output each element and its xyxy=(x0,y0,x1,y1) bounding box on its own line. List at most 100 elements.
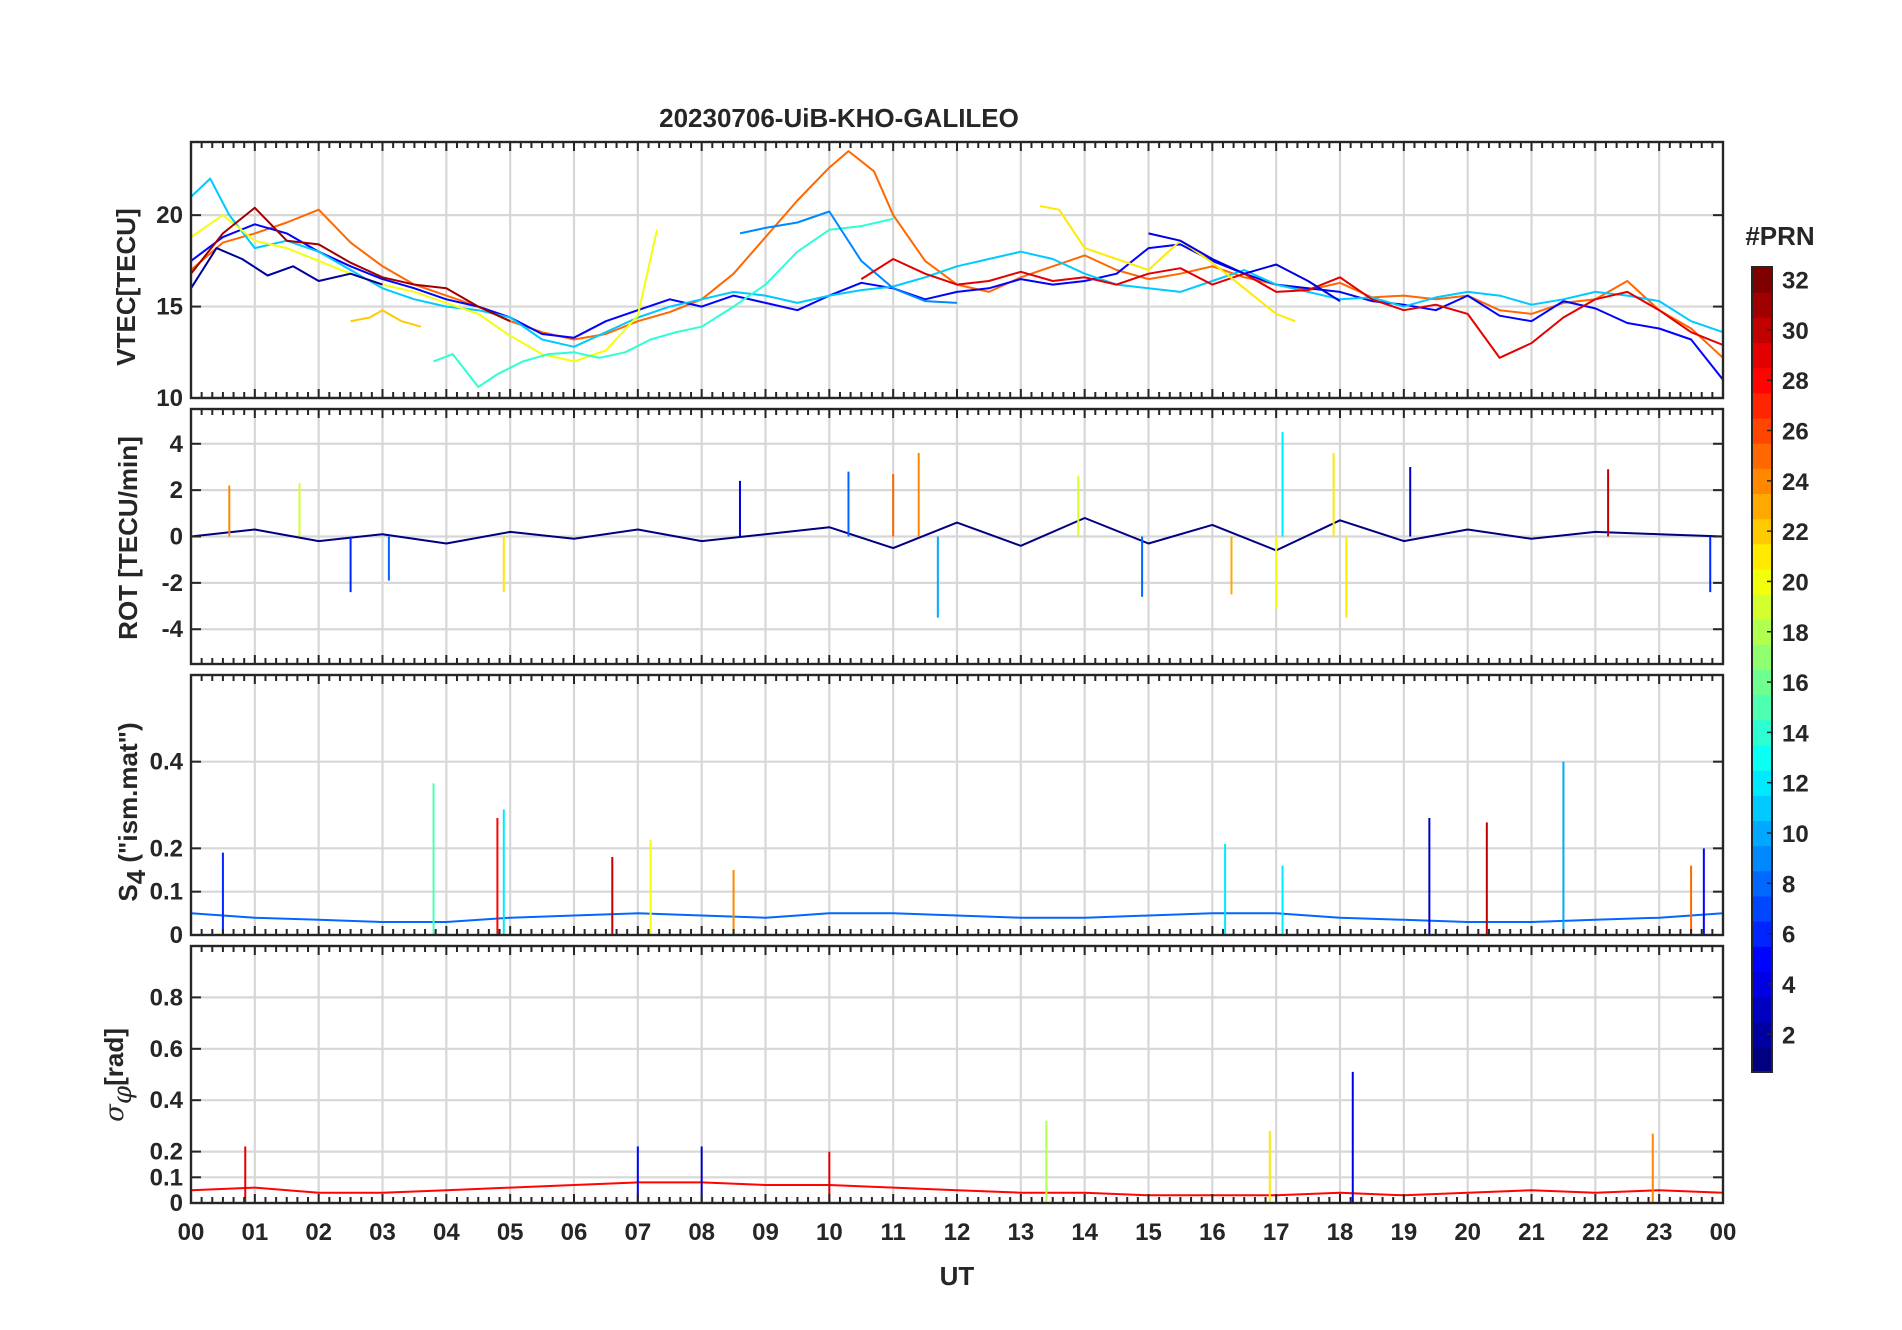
s4-ylabel-sub: 4 xyxy=(121,869,151,884)
y-tick-label: 0 xyxy=(170,922,183,949)
colorbar-segment-prn-32 xyxy=(1752,267,1772,293)
colorbar-segment-prn-14 xyxy=(1752,719,1772,746)
colorbar-tick-label: 10 xyxy=(1782,821,1809,848)
colorbar-segment-prn-15 xyxy=(1752,694,1772,721)
x-tick-label: 22 xyxy=(1582,1219,1609,1246)
sigma-ylabel-main: σ xyxy=(100,1103,130,1122)
series-line-prn-11 xyxy=(190,177,1724,348)
colorbar-segment-prn-27 xyxy=(1752,392,1772,419)
y-tick-label: 0 xyxy=(170,524,183,551)
colorbar-segment-prn-19 xyxy=(1752,594,1772,620)
s4-ylabel-rest: ("ism.mat") xyxy=(113,722,143,869)
y-tick-label: 0 xyxy=(170,1190,183,1217)
colorbar-tick-label: 22 xyxy=(1782,519,1809,546)
colorbar-segment-prn-30 xyxy=(1752,317,1772,344)
colorbar-segment-prn-13 xyxy=(1752,744,1772,771)
colorbar-tick-label: 16 xyxy=(1782,670,1809,697)
x-tick-label: 00 xyxy=(178,1219,205,1246)
x-tick-label: 01 xyxy=(241,1219,268,1246)
colorbar-segment-prn-17 xyxy=(1752,644,1772,671)
colorbar-tick-label: 2 xyxy=(1782,1022,1795,1049)
colorbar-segment-prn-28 xyxy=(1752,367,1772,394)
colorbar-segment-prn-16 xyxy=(1752,669,1772,696)
colorbar-segment-prn-3 xyxy=(1752,996,1772,1023)
x-tick-label: 12 xyxy=(944,1219,971,1246)
y-tick-label: 0.6 xyxy=(150,1036,183,1063)
colorbar-segment-prn-5 xyxy=(1752,946,1772,972)
plot-frame xyxy=(189,407,1725,666)
x-tick-label: 06 xyxy=(561,1219,588,1246)
series-line-prn-21 xyxy=(1039,205,1296,323)
y-tick-label: 0.2 xyxy=(150,1139,183,1166)
colorbar-segment-prn-21 xyxy=(1752,543,1772,570)
y-tick-label: 0.8 xyxy=(150,984,183,1011)
x-tick-label: 09 xyxy=(752,1219,779,1246)
sigma-phase-panel: 00.10.2 0.4 0.6 0.8 xyxy=(150,944,1725,1217)
vtec-panel: 10 15 20 xyxy=(156,140,1725,412)
x-tick-label: 05 xyxy=(497,1219,524,1246)
colorbar-segment-prn-7 xyxy=(1752,895,1772,922)
colorbar-segment-prn-26 xyxy=(1752,417,1772,444)
series-line-prn-9 xyxy=(739,210,958,304)
sigma-ylabel-rest: [rad] xyxy=(99,1028,129,1086)
series-line-prn-29 xyxy=(860,258,1724,359)
sigma-ylabel: σφ[rad] xyxy=(99,1028,138,1122)
colorbar-segment-prn-2 xyxy=(1752,1021,1772,1048)
series-line-prn-2 xyxy=(190,247,383,289)
colorbar-tick-label: 18 xyxy=(1782,620,1809,647)
x-tick-label: 18 xyxy=(1327,1219,1354,1246)
x-axis-label: UT xyxy=(940,1261,975,1291)
rot-ylabel: ROT [TECU/min] xyxy=(113,436,143,640)
s4-panel: 0 0.1 0.2 0.4 xyxy=(150,673,1725,949)
x-tick-label: 08 xyxy=(688,1219,715,1246)
s4-ylabel-main: S xyxy=(113,884,143,901)
y-tick-label: 0.2 xyxy=(150,835,183,862)
series-line-prn-28 xyxy=(190,1181,1724,1197)
colorbar-segment-prn-6 xyxy=(1752,921,1772,947)
colorbar-segment-prn-8 xyxy=(1752,870,1772,897)
x-tick-label: 02 xyxy=(305,1219,332,1246)
x-tick-label: 15 xyxy=(1135,1219,1162,1246)
x-tick-label: 19 xyxy=(1390,1219,1417,1246)
x-tick-label: 03 xyxy=(369,1219,396,1246)
s4-ylabel: S4 ("ism.mat") xyxy=(113,722,151,901)
colorbar-tick-label: 14 xyxy=(1782,720,1809,747)
series-line-prn-31 xyxy=(190,206,511,323)
y-tick-label: 0.1 xyxy=(150,1164,183,1191)
y-tick-label: 15 xyxy=(156,294,183,321)
y-tick-label: 2 xyxy=(170,477,183,504)
series-line-prn-14 xyxy=(433,217,894,388)
colorbar-tick-label: 32 xyxy=(1782,268,1809,295)
colorbar-tick-label: 28 xyxy=(1782,368,1809,395)
colorbar-segment-prn-9 xyxy=(1752,845,1772,872)
plot-frame xyxy=(189,944,1725,1205)
x-tick-label: 17 xyxy=(1263,1219,1290,1246)
colorbar-tick-label: 26 xyxy=(1782,419,1809,446)
y-tick-label: 0.1 xyxy=(150,879,183,906)
colorbar-tick-label: 6 xyxy=(1782,922,1795,949)
colorbar-segment-prn-20 xyxy=(1752,568,1772,595)
rot-panel: -4 -2 0 2 4 xyxy=(162,407,1725,666)
colorbar-tick-label: 30 xyxy=(1782,318,1809,345)
colorbar-segment-prn-11 xyxy=(1752,795,1772,822)
colorbar-frame xyxy=(1751,266,1773,1073)
x-tick-label: 20 xyxy=(1454,1219,1481,1246)
x-tick-label: 13 xyxy=(1007,1219,1034,1246)
colorbar-tick-label: 20 xyxy=(1782,569,1809,596)
y-tick-label: -2 xyxy=(162,570,183,597)
x-tick-label: 07 xyxy=(624,1219,651,1246)
series-line-prn-1 xyxy=(190,517,1724,552)
colorbar-segment-prn-23 xyxy=(1752,493,1772,520)
colorbar-segment-prn-4 xyxy=(1752,971,1772,998)
y-tick-label: 0.4 xyxy=(150,1087,184,1114)
plot-frame xyxy=(189,673,1725,937)
x-tick-label: 16 xyxy=(1199,1219,1226,1246)
colorbar-segment-prn-22 xyxy=(1752,518,1772,545)
colorbar-tick-label: 4 xyxy=(1782,972,1796,999)
x-axis-ticks: 00 01 02 03 04 05 06 07 08 09 10 11 12 13 14 15 16 17 18 19… xyxy=(178,1219,1737,1246)
x-tick-label: 00 xyxy=(1710,1219,1737,1246)
y-tick-label: 0.4 xyxy=(150,749,184,776)
colorbar-tick-label: 12 xyxy=(1782,771,1809,798)
